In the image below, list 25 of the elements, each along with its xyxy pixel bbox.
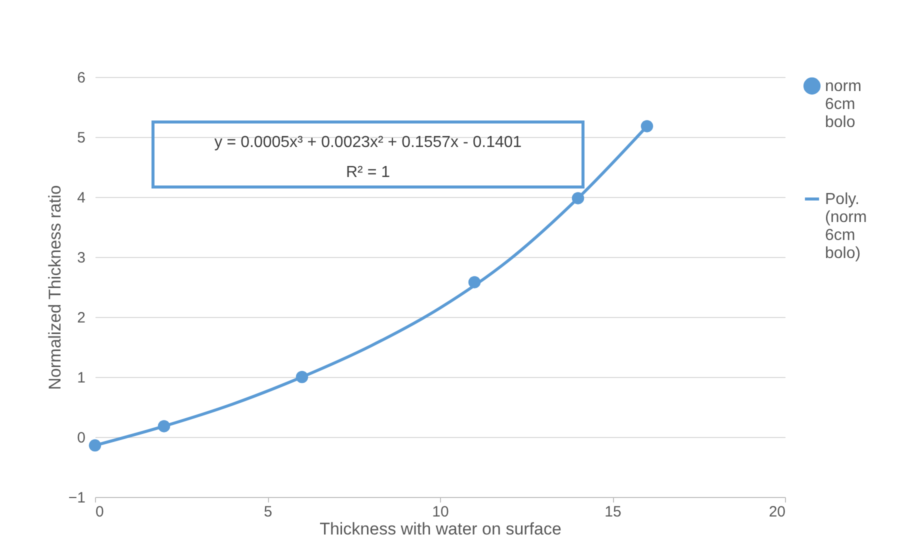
- x-tick-label: 5: [264, 504, 272, 520]
- y-tick-label: 4: [77, 190, 86, 206]
- y-tick-label: 5: [77, 130, 86, 146]
- point: [88, 439, 102, 452]
- x-tick-label: 10: [432, 504, 449, 520]
- x-axis-title: Thickness with water on surface: [320, 520, 562, 538]
- legend-label: Poly. (norm 6cm bolo): [825, 191, 867, 262]
- y-axis-title: Normalized Thickness ratio: [45, 185, 64, 390]
- y-tick-label: 0: [77, 430, 86, 446]
- y-tick-label: 2: [77, 310, 86, 326]
- point: [572, 192, 584, 204]
- point: [640, 120, 654, 132]
- x-tick-label: 0: [96, 504, 104, 520]
- y-tick-label: 6: [77, 70, 86, 86]
- point: [158, 420, 170, 432]
- point: [468, 276, 481, 288]
- point: [296, 370, 308, 384]
- y-tick-label: 3: [77, 250, 86, 266]
- x-tick-label: 15: [604, 504, 622, 520]
- annotation: R² = 1: [346, 164, 390, 181]
- x-tick-label: 20: [768, 504, 786, 520]
- y-tick-label: −1: [68, 490, 86, 506]
- legend-label: norm 6cm bolo: [825, 78, 862, 131]
- annotation: y = 0.0005x³ + 0.0023x² + 0.1557x - 0.1401: [214, 134, 522, 151]
- y-tick-label: 1: [77, 370, 86, 386]
